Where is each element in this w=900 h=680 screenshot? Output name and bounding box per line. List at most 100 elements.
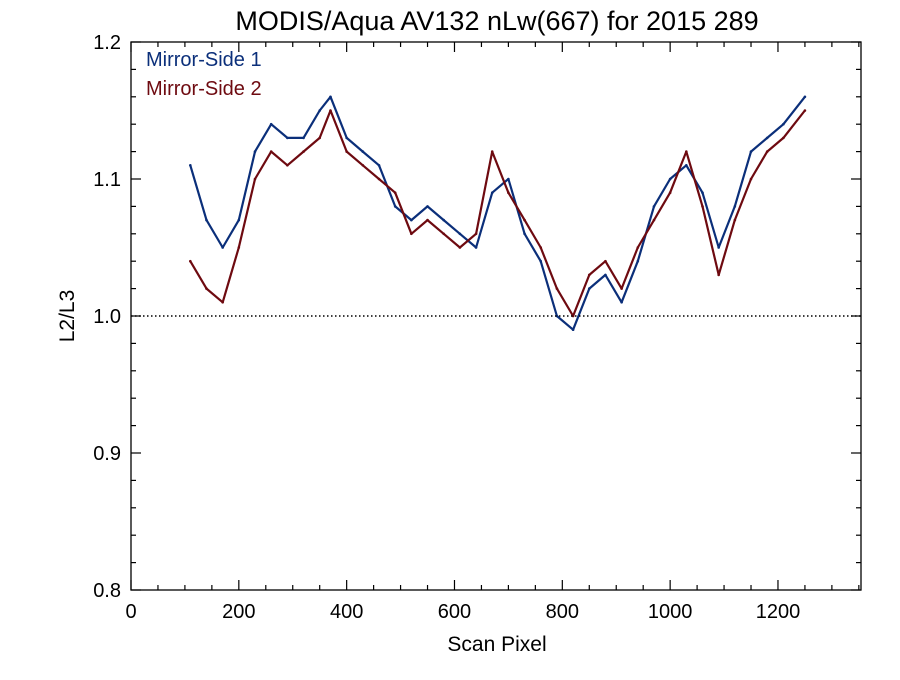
series-line-2 [189,109,806,318]
y-tick-label: 1.1 [93,169,121,191]
legend-mirror-side-2: Mirror-Side 2 [146,78,262,100]
series-1-point [318,109,322,112]
x-tick-label: 1000 [648,601,693,623]
y-tick-label: 1.2 [93,32,121,54]
y-tick-label: 1.0 [93,306,121,328]
series-2-point [377,177,381,181]
x-tick-label: 400 [330,601,363,623]
series-1-point [189,164,192,167]
series-1-point [717,246,720,249]
series-2-point [604,259,607,263]
x-axis-label: Scan Pixel [447,633,546,656]
series-1-point [733,205,737,208]
series-1-point [361,150,365,153]
series-2-point [253,177,257,181]
series-1-point [765,136,769,140]
series-2-point [474,232,478,236]
series-2-point [539,246,543,249]
series-2-point [587,273,591,277]
series-2-point [426,218,429,222]
series-2-point [221,301,224,304]
series-2-point [733,218,737,222]
series-1-point [539,259,543,263]
y-axis-label: L2/L3 [56,290,79,343]
series-2-point [410,232,413,236]
series-1-point [302,136,305,140]
series-1-point [393,205,397,208]
series-2-point [490,150,494,153]
series-2-point [269,150,273,153]
series-2-point [717,273,720,277]
series-2-point [345,150,348,153]
series-1-point [269,122,273,126]
series-2-point [302,150,305,153]
series-1-point [286,136,289,140]
series-1-point [604,273,607,277]
series-2-point [361,164,365,167]
series-2-point [749,177,753,181]
chart-title: MODIS/Aqua AV132 nLw(667) for 2015 289 [235,6,758,36]
series-1-point [507,177,510,181]
series-1-point [237,218,241,222]
series-1-point [410,218,413,222]
series-2-point [803,109,807,112]
series-1-point [571,328,575,332]
series-2-point [393,191,397,194]
series-2-point [523,218,526,222]
series-1-point [205,218,208,222]
series-2-point [765,150,769,153]
series-1-point [668,177,672,181]
series-1-point [523,232,526,236]
series-1-point [803,95,807,99]
series-1-point [701,191,704,194]
series-2-point [636,246,640,249]
series-1-point [426,205,429,208]
series-2-point [685,150,688,153]
series-1-point [490,191,494,194]
x-tick-label: 600 [438,601,471,623]
series-1-point [685,164,688,167]
series-2-point [507,191,510,194]
series-1-point [221,246,224,249]
series-1-point [329,95,332,99]
series-1-point [442,218,446,222]
series-1-point [587,287,591,290]
series-2-point [237,246,241,249]
series-1-point [345,136,348,140]
series-2-point [782,136,785,140]
x-tick-label: 0 [125,601,136,623]
series-2-point [318,136,322,140]
series-1-point [458,232,462,236]
series-2-point [189,259,192,263]
series-line-1 [189,95,806,331]
legend-mirror-side-1: Mirror-Side 1 [146,49,262,71]
series-1-point [782,122,785,126]
x-tick-label: 800 [546,601,579,623]
series-layer [189,95,807,332]
y-tick-label: 0.9 [93,443,121,465]
series-1-point [749,150,753,153]
series-2-point [701,205,704,208]
series-2-point [458,246,462,249]
series-2-point [668,191,672,194]
legend: Mirror-Side 1 Mirror-Side 2 [146,49,262,100]
series-1-point [474,246,478,249]
series-2-point [555,287,559,290]
series-1-point [620,301,623,304]
series-1-point [636,259,640,263]
x-tick-label: 1200 [756,601,801,623]
tick-label-layer: 0 200 400 600 800 1000 1200 0.8 0.9 1.0 1.1 1.2 [93,32,800,623]
x-tick-label: 200 [222,601,255,623]
y-tick-label: 0.8 [93,580,121,602]
series-2-point [286,164,289,167]
series-1-point [253,150,257,153]
series-2-point [329,109,332,112]
series-2-point [620,287,623,290]
series-1-point [377,164,381,167]
series-2-point [442,232,446,236]
series-2-point [652,218,656,222]
series-1-point [652,205,656,208]
axis-layer [130,41,862,591]
